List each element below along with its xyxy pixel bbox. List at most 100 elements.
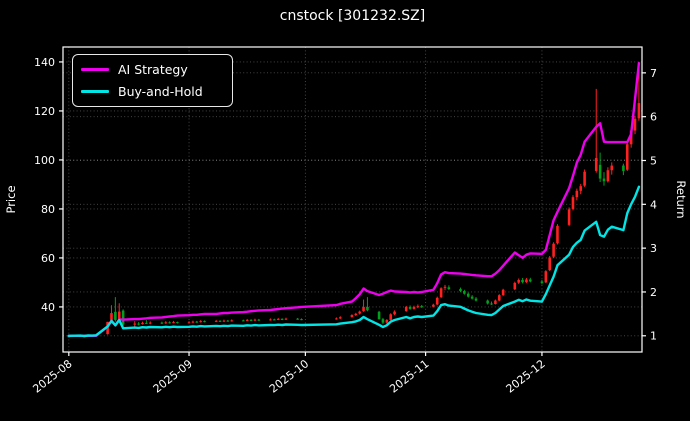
- candle: [245, 318, 249, 322]
- candle: [459, 287, 462, 293]
- candle: [300, 318, 303, 321]
- candle: [404, 305, 408, 312]
- left-axis-label: Price: [4, 185, 18, 213]
- candle: [525, 278, 528, 283]
- candle: [141, 321, 144, 325]
- candle: [110, 305, 113, 322]
- candle: [466, 292, 470, 298]
- candle: [273, 318, 276, 321]
- candle: [625, 141, 629, 171]
- candle: [358, 310, 361, 315]
- candle: [435, 296, 439, 306]
- candle: [517, 278, 520, 284]
- candle: [470, 295, 474, 300]
- candle: [540, 279, 544, 285]
- candle: [242, 319, 245, 322]
- candle: [230, 319, 233, 322]
- legend: AI Strategy Buy-and-Hold: [72, 54, 233, 107]
- candle: [521, 278, 524, 284]
- candle: [486, 299, 489, 305]
- candle: [412, 305, 416, 310]
- candle: [610, 162, 614, 175]
- candle: [529, 277, 532, 283]
- candle: [172, 320, 175, 324]
- candle: [362, 299, 365, 312]
- candle: [195, 320, 199, 323]
- candle: [133, 321, 137, 327]
- date-tick-label: 2025-12: [504, 357, 548, 396]
- candle: [253, 318, 257, 321]
- ai-strategy-line-swatch: [81, 68, 109, 71]
- candle: [257, 318, 261, 321]
- candle: [606, 167, 610, 183]
- candle: [354, 312, 358, 316]
- candle: [114, 297, 117, 322]
- candle: [381, 317, 385, 325]
- plot-border: [62, 46, 643, 353]
- candle: [552, 242, 555, 258]
- candle: [497, 294, 501, 302]
- candle: [335, 317, 338, 320]
- candle: [447, 285, 451, 291]
- date-tick-label: 2025-09: [151, 357, 195, 396]
- legend-label: Buy-and-Hold: [118, 84, 203, 99]
- candle: [575, 188, 579, 201]
- ai-strategy-line: [67, 62, 641, 337]
- candle: [408, 305, 412, 310]
- candle: [176, 321, 179, 324]
- candle: [583, 169, 586, 187]
- gridlines: [63, 47, 642, 352]
- candle: [187, 321, 191, 324]
- return-tick-label: 5: [650, 154, 657, 167]
- buy-and-hold-line: [67, 185, 641, 338]
- candle: [567, 207, 571, 227]
- price-tick-label: 100: [34, 154, 55, 167]
- candle: [602, 172, 606, 186]
- candle: [366, 297, 369, 312]
- candle: [249, 319, 253, 322]
- tick-marks: [59, 61, 646, 356]
- candle: [633, 115, 637, 135]
- return-tick-label: 3: [650, 242, 657, 255]
- right-axis-label: Return: [674, 180, 688, 218]
- candle: [168, 321, 171, 324]
- candle: [276, 317, 280, 321]
- candle: [222, 319, 226, 322]
- candle: [160, 321, 164, 325]
- candle: [203, 320, 206, 323]
- candle: [571, 195, 575, 211]
- candle: [137, 322, 140, 326]
- candle: [439, 287, 443, 299]
- date-tick-label: 2025-08: [30, 357, 74, 396]
- legend-item-ai-strategy: AI Strategy: [81, 62, 224, 77]
- candle: [443, 284, 447, 291]
- price-tick-label: 140: [34, 56, 55, 69]
- candle: [494, 299, 497, 305]
- candle: [389, 313, 392, 321]
- return-tick-label: 1: [650, 330, 657, 343]
- price-tick-label: 120: [34, 105, 55, 118]
- return-tick-label: 4: [650, 198, 657, 211]
- legend-label: AI Strategy: [118, 62, 188, 77]
- candle: [598, 152, 602, 182]
- candle: [556, 224, 559, 245]
- candle: [416, 304, 420, 309]
- return-tick-label: 6: [650, 111, 657, 124]
- return-tick-label: 7: [650, 67, 657, 80]
- price-tick-label: 40: [41, 301, 55, 314]
- candle: [622, 163, 625, 176]
- candle: [338, 316, 342, 319]
- price-tick-label: 80: [41, 203, 55, 216]
- buy-and-hold-line-swatch: [81, 90, 109, 93]
- candle: [474, 297, 478, 302]
- candle: [513, 281, 517, 291]
- candle: [214, 319, 218, 323]
- candle: [148, 321, 152, 325]
- price-tick-label: 60: [41, 252, 55, 265]
- candle: [199, 320, 202, 323]
- candle: [432, 303, 435, 308]
- candle: [117, 303, 121, 321]
- date-tick-label: 2025-10: [267, 357, 311, 396]
